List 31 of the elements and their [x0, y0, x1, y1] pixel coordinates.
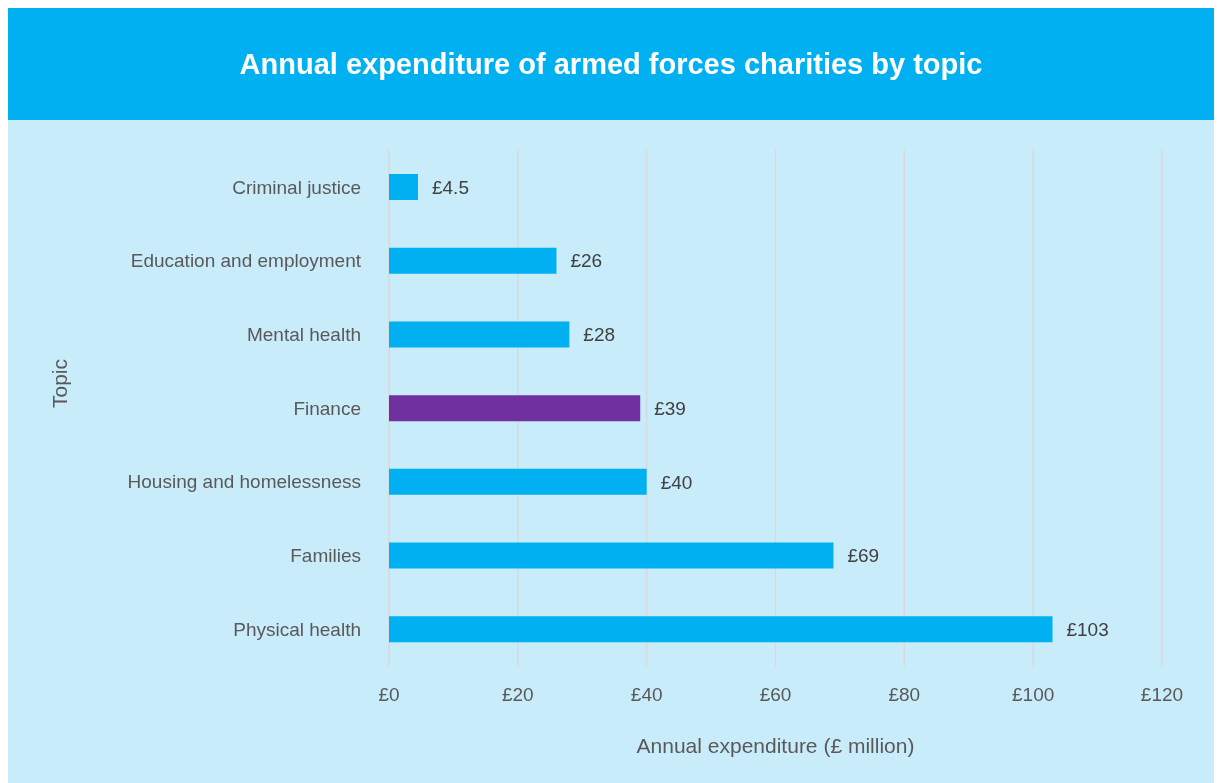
data-label: £39 — [654, 397, 686, 419]
y-tick-label: Education and employment — [130, 250, 362, 272]
x-tick-label: £100 — [1012, 684, 1055, 706]
x-tick-label: £80 — [888, 684, 921, 706]
chart-title: Annual expenditure of armed forces charities by topic — [239, 47, 983, 81]
x-tick-label: £20 — [501, 684, 534, 706]
data-label: £103 — [1066, 619, 1109, 641]
x-tick-label: £0 — [378, 684, 400, 706]
data-label: £28 — [583, 324, 616, 346]
x-tick-label: £120 — [1140, 684, 1184, 706]
y-tick-label: Mental health — [246, 324, 361, 346]
data-label: £26 — [570, 250, 603, 272]
y-tick-label: Housing and homelessness — [127, 471, 361, 493]
y-tick-label: Physical health — [233, 618, 361, 640]
data-label: £4.5 — [431, 176, 469, 198]
bar — [389, 321, 570, 348]
data-label: £40 — [660, 471, 693, 493]
y-axis-title: Topic — [48, 358, 72, 408]
y-tick-label: Criminal justice — [232, 176, 361, 198]
x-tick-label: £40 — [630, 684, 663, 706]
bar — [389, 174, 418, 200]
bar — [389, 616, 1053, 643]
y-tick-label: Finance — [293, 397, 361, 419]
bar — [389, 395, 641, 422]
bar — [389, 247, 557, 274]
data-label: £69 — [847, 545, 880, 567]
bar — [389, 468, 647, 495]
y-tick-label: Families — [290, 545, 361, 567]
bar — [389, 542, 834, 569]
x-tick-label: £60 — [759, 684, 792, 706]
x-axis-title: Annual expenditure (£ million) — [636, 734, 915, 757]
